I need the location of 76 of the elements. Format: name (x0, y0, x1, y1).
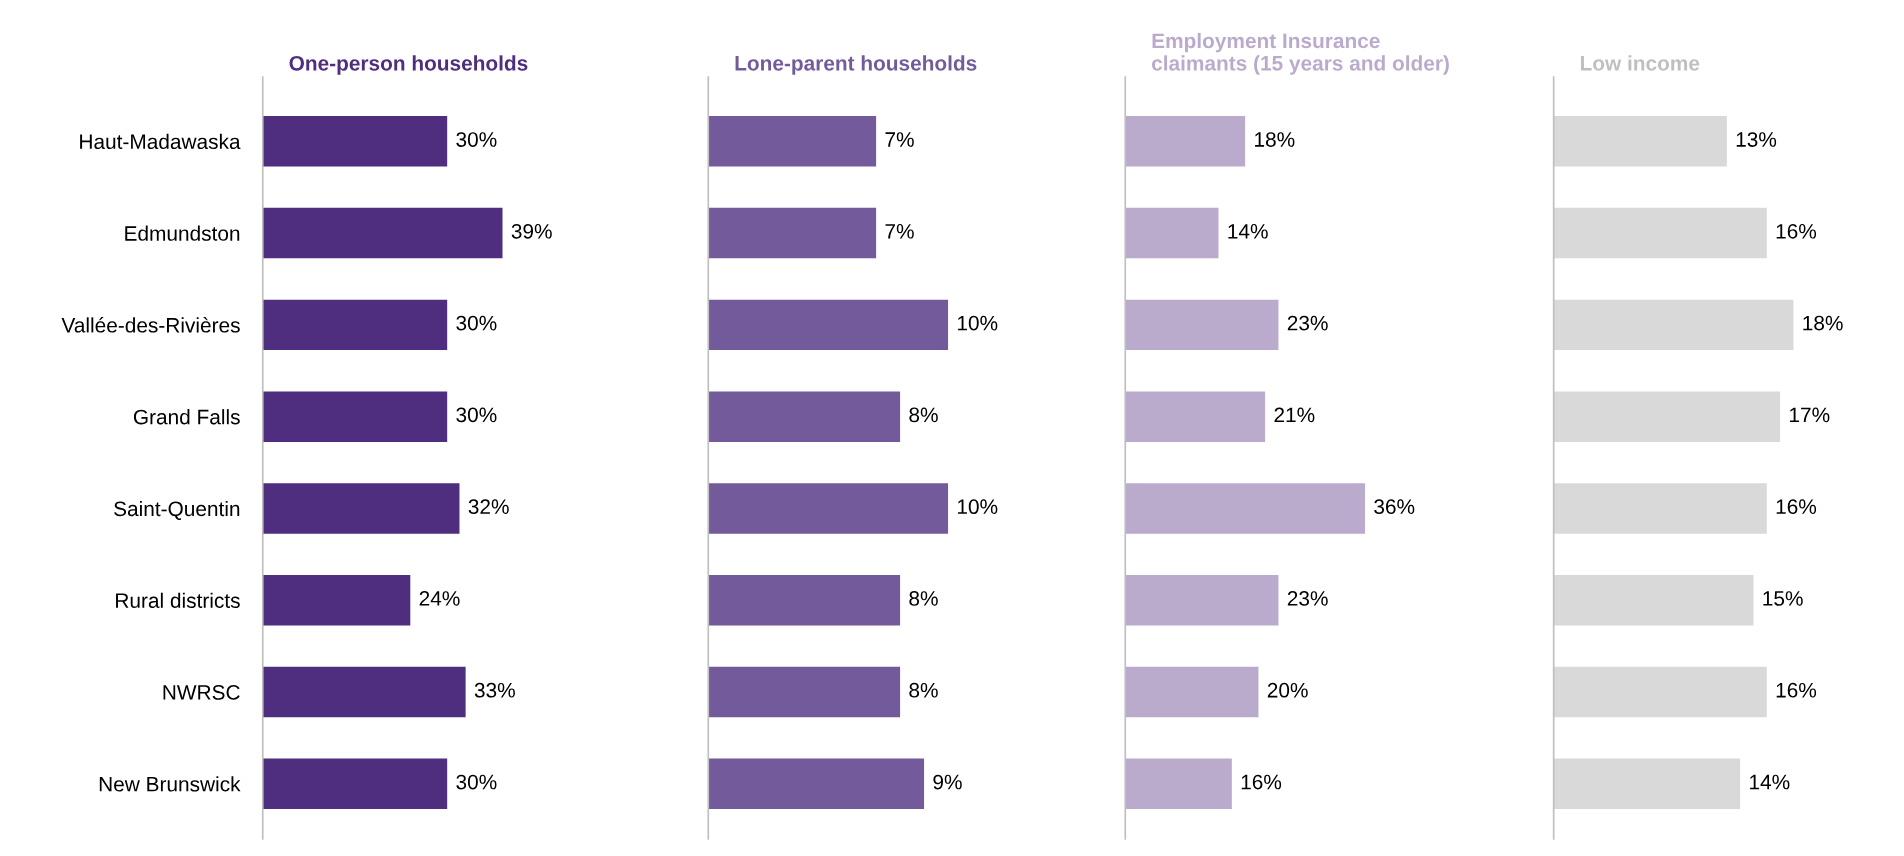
data-label: 14% (1750, 774, 1790, 790)
bar (708, 207, 877, 259)
bar (1125, 666, 1259, 718)
data-label: 7% (885, 132, 914, 147)
data-label: 16% (1241, 774, 1282, 790)
bar (1553, 299, 1794, 351)
bar (1125, 207, 1219, 259)
bar (1125, 758, 1232, 810)
data-label: 32% (468, 499, 509, 515)
bar (1125, 299, 1279, 351)
bar (1553, 207, 1767, 259)
data-label: 36% (1374, 499, 1415, 515)
y-tick-label: Edmundston (125, 225, 240, 241)
data-label: 17% (1790, 407, 1830, 423)
data-label: 24% (419, 591, 460, 606)
data-label: 20% (1267, 682, 1308, 698)
data-label: 8% (909, 682, 938, 698)
data-label: 30% (456, 315, 497, 331)
bar (262, 574, 411, 626)
bar (708, 299, 949, 351)
bar (1125, 483, 1366, 534)
y-tick-label: Vallée-des-Rivières (61, 317, 240, 333)
bar (262, 391, 448, 442)
bar (708, 758, 925, 810)
y-tick-label: New Brunswick (99, 776, 241, 792)
data-label: 10% (957, 499, 998, 515)
chart-title: Employment Insurance claimants (15 years and older) (1151, 32, 1449, 75)
bar (1553, 666, 1767, 718)
data-label: 23% (1287, 315, 1328, 331)
data-label: 13% (1736, 132, 1777, 147)
data-label: 30% (456, 132, 497, 147)
bar (262, 666, 466, 718)
bar (708, 116, 877, 167)
bar (1553, 116, 1727, 167)
data-label: 14% (1228, 224, 1268, 239)
bar (708, 391, 901, 442)
bar (1125, 391, 1266, 442)
data-label: 16% (1776, 223, 1817, 239)
bar (262, 299, 448, 351)
data-label: 7% (885, 224, 914, 239)
chart-title: One-person households (289, 55, 528, 75)
data-label: 18% (1803, 315, 1843, 331)
data-label: 18% (1255, 132, 1295, 147)
data-label: 16% (1776, 682, 1817, 698)
y-tick-label: Rural districts (116, 592, 240, 608)
y-tick-label: Grand Falls (133, 409, 240, 425)
data-label: 8% (909, 407, 938, 423)
data-label: 39% (511, 223, 552, 239)
chart-title: Lone-parent households (735, 55, 977, 75)
bar (262, 116, 448, 167)
y-tick-label: NWRSC (163, 685, 240, 700)
bar (1553, 758, 1741, 810)
data-label: 21% (1274, 407, 1315, 423)
bar (1553, 391, 1781, 442)
data-label: 30% (456, 774, 497, 790)
bar (1553, 574, 1754, 626)
bar (708, 666, 901, 718)
data-label: 10% (957, 315, 998, 331)
data-label: 16% (1776, 499, 1817, 515)
bar (1125, 116, 1246, 167)
bar (262, 483, 460, 534)
bar (262, 758, 448, 810)
y-tick-label: Haut-Madawaska (80, 133, 241, 150)
y-tick-label: Saint-Quentin (114, 500, 240, 520)
bar (708, 574, 901, 626)
bar (708, 483, 949, 534)
bar (1125, 574, 1279, 626)
data-label: 9% (933, 774, 962, 790)
data-label: 33% (474, 682, 515, 698)
data-label: 8% (909, 591, 938, 606)
data-label: 30% (456, 407, 497, 423)
data-label: 23% (1287, 591, 1328, 606)
bar (262, 207, 503, 259)
chart-title: Low income (1580, 55, 1700, 71)
data-label: 15% (1763, 591, 1803, 606)
bar (1553, 483, 1767, 534)
